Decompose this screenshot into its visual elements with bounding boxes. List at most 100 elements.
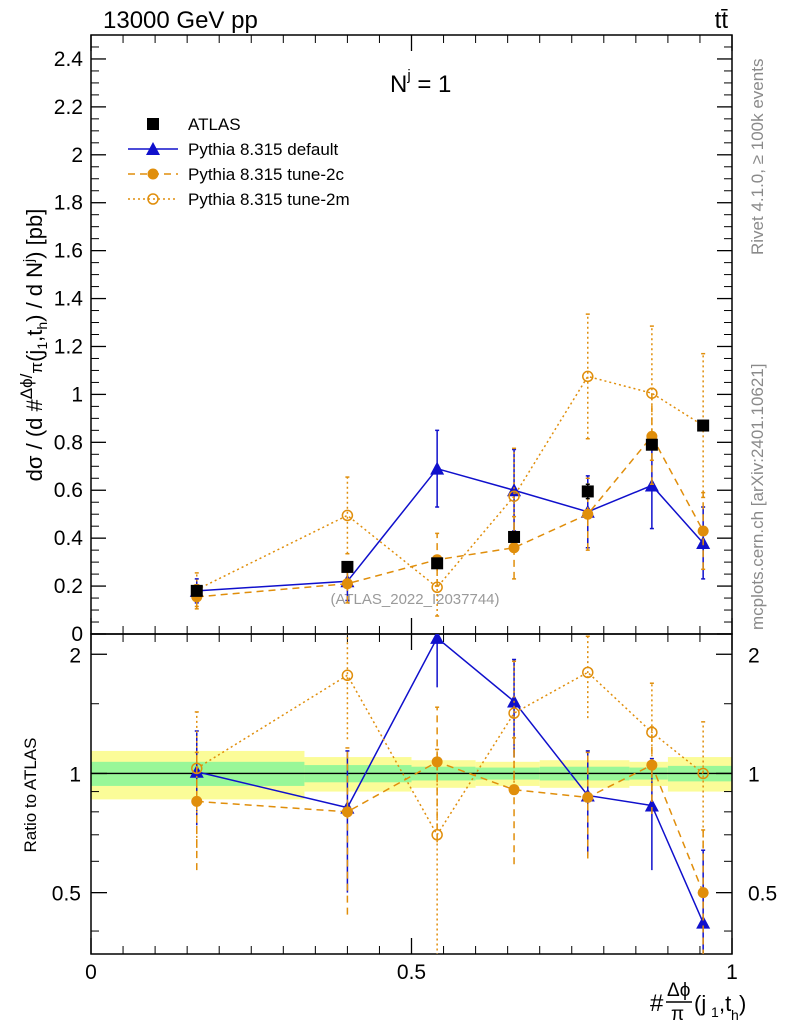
x-axis-label: # Δϕ π (j 1 ,t h ) <box>650 980 746 1024</box>
ratio-tick-label: 1 <box>69 763 81 786</box>
ratio-point <box>697 887 709 899</box>
data-point <box>582 508 594 520</box>
legend-marker <box>146 142 160 155</box>
rivet-version-text: Rivet 4.1.0, ≥ 100k events <box>748 59 767 255</box>
ratio-point <box>341 669 354 682</box>
axis-tick-labels: 0.2 0.4 0.6 0.8 1 1.2 1.4 1.6 1.8 2 2.2 2.4 0 0 0.5 1 0.… <box>52 48 777 984</box>
y-tick-label: 2 <box>71 144 83 167</box>
ratio-point <box>697 767 709 780</box>
svg-text:Δϕ: Δϕ <box>667 980 690 1001</box>
y-tick-label: 1 <box>71 383 83 406</box>
data-point <box>581 485 594 498</box>
data-point <box>697 525 709 537</box>
ratio-point <box>430 634 445 644</box>
svg-text:,t: ,t <box>719 991 731 1016</box>
legend-label: Pythia 8.315 tune-2m <box>188 190 350 209</box>
ratio-tick-label: 0.5 <box>52 883 81 906</box>
y-tick-label-zero: 0 <box>71 623 83 646</box>
process-label: tt̄ <box>715 7 729 34</box>
series-line <box>196 434 704 598</box>
series-pythia-8-315-default <box>189 429 711 604</box>
data-point <box>431 581 443 594</box>
energy-label: 13000 GeV pp <box>103 7 258 34</box>
svg-text:1: 1 <box>711 1004 719 1020</box>
svg-text:(j: (j <box>694 991 706 1016</box>
analysis-tag: (ATLAS_2022_I2037744) <box>330 591 499 608</box>
ratio-axis-label: Ratio to ATLAS <box>21 738 40 853</box>
ratio-tick-label-right: 2 <box>748 644 760 667</box>
legend-marker <box>147 168 159 180</box>
ratio-pythia-8-315-tune-2m <box>191 634 709 954</box>
ratio-tick-label-right: 1 <box>748 763 760 786</box>
ratio-point <box>646 726 658 739</box>
legend-item: ATLAS <box>147 115 241 134</box>
data-point <box>508 530 521 543</box>
ratio-point <box>696 915 711 929</box>
y-tick-label: 2.2 <box>54 96 83 119</box>
ratio-point <box>431 829 443 841</box>
data-point <box>341 578 353 590</box>
y-tick-label: 2.4 <box>54 48 84 71</box>
y-axis-label: dσ / (d #Δϕ/π(j1,th) / d Nj) [pb] <box>17 209 50 482</box>
y-tick-label: 0.6 <box>54 479 83 502</box>
ratio-uncertainty-bands <box>91 750 732 800</box>
legend-label: ATLAS <box>188 115 241 134</box>
main-series-layer <box>189 313 711 617</box>
legend-item: Pythia 8.315 tune-2m <box>128 190 350 209</box>
svg-text:#: # <box>650 990 664 1017</box>
legend-item: Pythia 8.315 default <box>128 140 339 159</box>
legend-label: Pythia 8.315 tune-2c <box>188 165 344 184</box>
ratio-point <box>431 756 443 768</box>
y-tick-label: 1.4 <box>54 288 84 311</box>
x-tick-label: 0 <box>85 961 97 984</box>
data-point <box>508 490 520 502</box>
legend: ATLAS Pythia 8.315 default Pythia 8.315 tu… <box>128 115 350 209</box>
axis-ticks <box>90 34 733 954</box>
ratio-point <box>508 784 520 796</box>
legend-marker <box>147 193 159 205</box>
data-point <box>697 419 710 432</box>
chart-title: Nj = 1 <box>390 67 451 98</box>
data-point <box>190 584 203 597</box>
ratio-point <box>582 791 594 803</box>
x-tick-label: 0.5 <box>397 961 426 984</box>
y-tick-label: 0.4 <box>54 527 84 550</box>
ratio-point <box>191 762 203 775</box>
y-tick-label: 1.2 <box>54 335 83 358</box>
svg-text:π: π <box>671 1004 684 1024</box>
data-point <box>430 461 445 475</box>
data-point <box>582 370 594 383</box>
y-tick-label: 1.6 <box>54 240 83 263</box>
ratio-tick-label-right: 0.5 <box>748 883 777 906</box>
x-tick-label: 1 <box>726 961 738 984</box>
y-tick-label: 0.2 <box>54 575 83 598</box>
series-atlas <box>190 419 710 597</box>
ratio-point <box>508 707 520 719</box>
series-pythia-8-315-tune-2c <box>191 387 709 610</box>
y-tick-label: 0.8 <box>54 431 83 454</box>
ratio-point <box>582 666 594 679</box>
mcplots-reference-text: mcplots.cern.ch [arXiv:2401.10621] <box>748 364 767 630</box>
legend-marker <box>147 118 159 130</box>
series-line <box>196 467 704 592</box>
legend-label: Pythia 8.315 default <box>188 140 339 159</box>
series-pythia-8-315-tune-2m <box>191 313 709 617</box>
data-point <box>431 557 444 570</box>
data-point <box>341 509 354 522</box>
ratio-point <box>644 798 659 812</box>
data-point <box>646 387 658 399</box>
y-tick-label: 1.8 <box>54 192 83 215</box>
data-point <box>645 438 658 451</box>
ratio-line <box>196 671 704 837</box>
ratio-tick-label: 2 <box>69 644 81 667</box>
svg-text:dσ / (d #Δϕ/π(j1,th) / d Nj) [: dσ / (d #Δϕ/π(j1,th) / d Nj) [pb] <box>17 209 50 482</box>
svg-text:): ) <box>739 991 746 1016</box>
legend-item: Pythia 8.315 tune-2c <box>128 165 344 184</box>
ratio-series-layer <box>189 634 711 954</box>
data-point <box>508 542 520 554</box>
ratio-point <box>341 806 353 818</box>
svg-text:h: h <box>731 1007 739 1023</box>
ratio-pythia-8-315-tune-2c <box>191 706 709 954</box>
data-point <box>341 560 354 573</box>
